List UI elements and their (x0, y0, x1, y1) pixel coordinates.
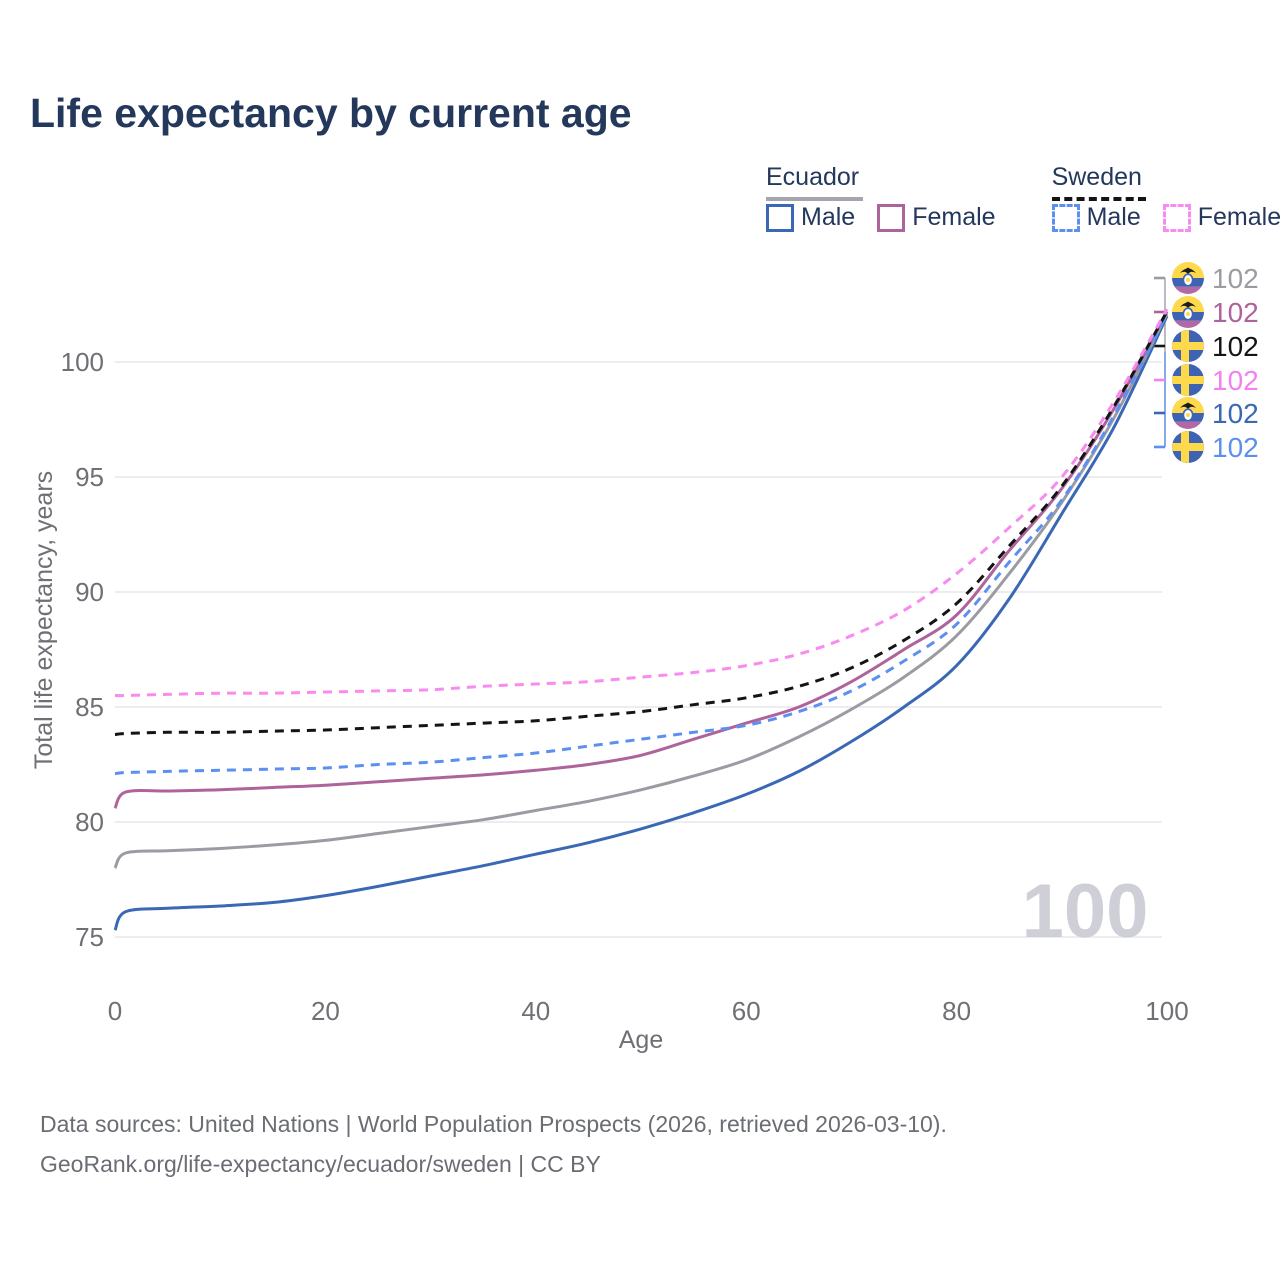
legend-country-ecuador: Ecuador (766, 163, 864, 201)
ecuador-male-swatch[interactable] (766, 203, 794, 232)
end-label-value: 102 (1212, 297, 1259, 328)
ecuador-flag-icon (1172, 397, 1204, 429)
series-line-ecuador-both-sexes[interactable] (113, 313, 1169, 869)
ecuador-female-swatch[interactable] (877, 203, 906, 232)
legend-item-sweden-female[interactable]: Female (1162, 203, 1280, 232)
end-label-value: 102 (1212, 432, 1259, 463)
x-tick-label: 80 (942, 996, 971, 1026)
legend-group-ecuador: Ecuador Male Female (766, 163, 996, 232)
data-sources-line: Data sources: United Nations | World Pop… (40, 1111, 947, 1137)
series-line-ecuador-male[interactable] (113, 315, 1169, 931)
x-axis-title: Age (619, 1026, 663, 1054)
legend-label[interactable]: Male (801, 203, 856, 231)
legend-item-ecuador-male[interactable]: Male (766, 203, 855, 232)
sweden-flag-icon (1172, 431, 1204, 463)
sweden-flag-icon (1172, 364, 1204, 396)
y-tick-label: 95 (75, 462, 104, 492)
chart-legend: Ecuador Male Female Sweden Male (766, 163, 1280, 232)
page-title: Life expectancy by current age (30, 90, 632, 136)
ecuador-flag-icon (1172, 296, 1204, 328)
y-axis-title: Total life expectancy, years (30, 471, 58, 769)
x-tick-label: 60 (732, 996, 761, 1026)
x-tick-label: 100 (1145, 996, 1188, 1026)
sweden-female-swatch[interactable] (1162, 203, 1191, 232)
y-tick-label: 75 (75, 922, 104, 952)
x-tick-label: 0 (108, 996, 122, 1026)
x-tick-label: 20 (311, 996, 340, 1026)
y-tick-label: 100 (61, 347, 104, 377)
end-label-value: 102 (1212, 331, 1259, 362)
legend-country-sweden: Sweden (1051, 163, 1146, 201)
series-line-sweden-female[interactable] (114, 308, 1169, 698)
legend-label[interactable]: Female (1197, 203, 1280, 231)
series-line-sweden-male[interactable] (114, 313, 1169, 776)
chart-footer: Data sources: United Nations | World Pop… (40, 1104, 947, 1184)
legend-label[interactable]: Female (912, 203, 996, 231)
sweden-male-swatch[interactable] (1051, 203, 1080, 232)
ecuador-flag-icon (1172, 262, 1204, 294)
y-tick-label: 85 (75, 692, 104, 722)
legend-item-sweden-male[interactable]: Male (1051, 203, 1141, 232)
end-label-value: 102 (1212, 365, 1259, 396)
series-line-sweden-both-sexes[interactable] (114, 310, 1169, 737)
watermark-current-age: 100 (1022, 869, 1149, 954)
y-tick-label: 80 (75, 807, 104, 837)
end-label-value: 102 (1212, 263, 1259, 294)
sweden-flag-icon (1172, 330, 1204, 362)
end-label-value: 102 (1212, 398, 1259, 429)
x-tick-label: 40 (521, 996, 550, 1026)
series-line-ecuador-female[interactable] (113, 310, 1169, 810)
legend-group-sweden: Sweden Male Female (1051, 163, 1280, 232)
legend-item-ecuador-female[interactable]: Female (877, 203, 996, 232)
attribution-line: GeoRank.org/life-expectancy/ecuador/swed… (40, 1151, 601, 1177)
y-tick-label: 90 (75, 577, 104, 607)
legend-label[interactable]: Male (1086, 203, 1141, 231)
